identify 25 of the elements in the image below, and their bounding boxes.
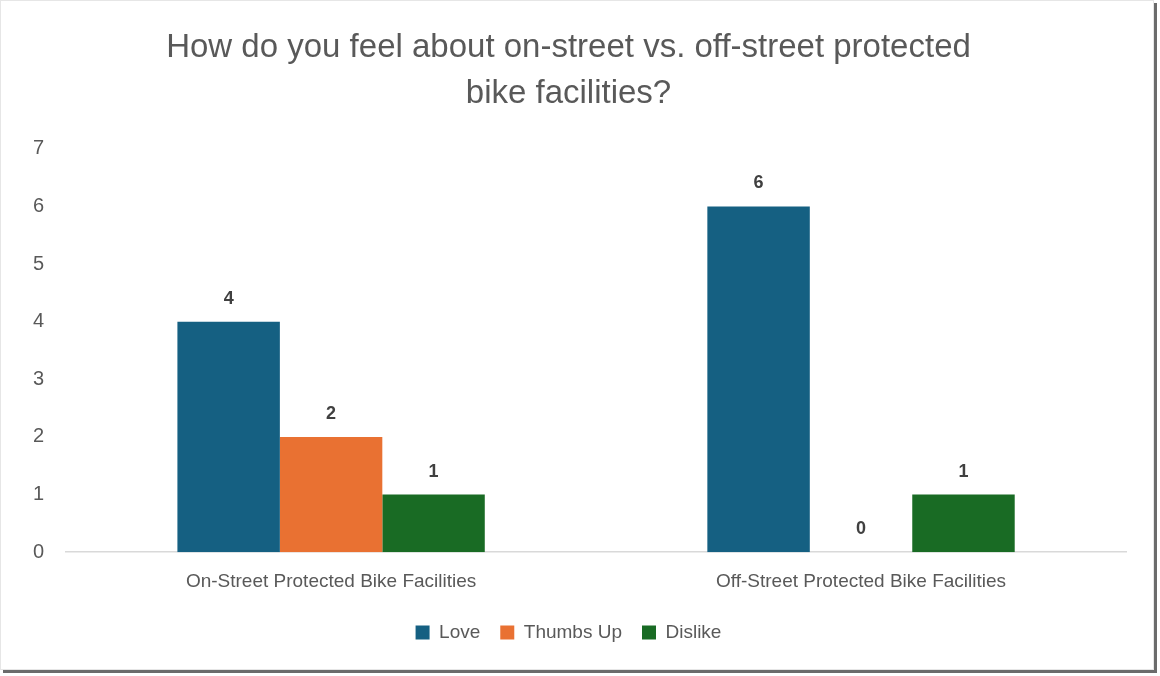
x-tick-label: Off-Street Protected Bike Facilities: [716, 569, 1007, 591]
data-label: 1: [958, 460, 969, 481]
y-tick-label: 3: [33, 366, 45, 389]
bar: [707, 206, 810, 553]
legend-label: Dislike: [665, 620, 722, 642]
y-tick-label: 2: [33, 424, 45, 447]
data-label: 6: [753, 172, 764, 193]
legend-label: Love: [439, 620, 481, 642]
bar: [912, 494, 1015, 553]
x-tick-label: On-Street Protected Bike Facilities: [185, 569, 477, 591]
legend-label: Thumbs Up: [523, 620, 622, 642]
data-label: 1: [428, 460, 439, 481]
bar: [177, 321, 280, 553]
y-tick-label: 7: [33, 136, 45, 159]
data-label: 2: [326, 402, 337, 423]
bar: [382, 494, 485, 553]
y-tick-label: 4: [33, 309, 45, 332]
y-tick-label: 1: [33, 482, 45, 505]
y-tick-label: 0: [33, 539, 45, 562]
bar: [279, 436, 383, 553]
data-label: 4: [223, 287, 234, 308]
chart-title: How do you feel about on-street vs. off-street protected bike facilities?: [166, 27, 971, 110]
data-label: 0: [856, 518, 867, 539]
y-tick-label: 5: [33, 251, 45, 274]
y-tick-label: 6: [33, 193, 45, 216]
